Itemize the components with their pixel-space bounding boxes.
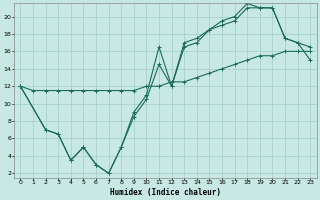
X-axis label: Humidex (Indice chaleur): Humidex (Indice chaleur)	[110, 188, 221, 197]
